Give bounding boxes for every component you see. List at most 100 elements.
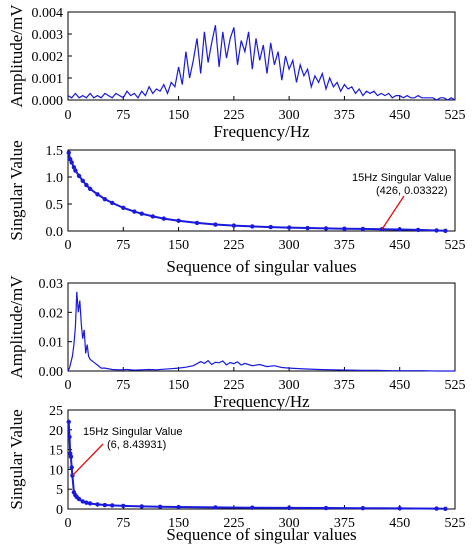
singular-value-panel-2: 0 75 150 225 300 375 450 525 0 5 10 15 20 25 Sequence … xyxy=(7,404,466,544)
data-point xyxy=(139,211,144,216)
data-point xyxy=(397,227,402,232)
data-point xyxy=(139,504,144,509)
x-tick-label: 450 xyxy=(389,516,410,531)
data-point xyxy=(80,178,85,183)
data-point xyxy=(69,160,74,165)
data-point xyxy=(231,223,237,228)
y-axis-title: Singular Value xyxy=(7,409,26,509)
data-point xyxy=(415,227,421,233)
x-tick-label: 225 xyxy=(223,238,244,253)
annotation-point: (426, 0.03322) xyxy=(376,185,448,197)
x-tick-label: 450 xyxy=(389,108,410,123)
x-tick-label: 450 xyxy=(389,238,410,253)
x-tick-label: 225 xyxy=(223,378,244,393)
x-tick-label: 300 xyxy=(279,238,300,253)
data-point xyxy=(434,228,439,233)
x-tick-label: 0 xyxy=(65,108,72,123)
x-tick-label: 525 xyxy=(445,238,466,253)
data-point xyxy=(443,506,448,512)
y-tick-label: 5 xyxy=(56,483,63,498)
data-point xyxy=(102,502,108,508)
x-tick-label: 0 xyxy=(65,238,72,253)
x-axis-title: Sequence of singular values xyxy=(166,257,356,276)
x-tick-label: 75 xyxy=(116,378,130,393)
data-point xyxy=(95,192,100,197)
data-point xyxy=(443,228,448,234)
annotation-leader-line xyxy=(381,195,405,230)
y-tick-label: 0.01 xyxy=(39,336,64,351)
data-point xyxy=(323,505,329,511)
data-point xyxy=(84,182,89,188)
data-point xyxy=(360,506,366,511)
annotation-point: (6, 8.43931) xyxy=(107,439,166,451)
data-point xyxy=(434,506,439,511)
data-point xyxy=(397,506,402,511)
data-point xyxy=(323,226,329,231)
y-axis-title: Singular Value xyxy=(7,140,26,240)
y-tick-label: 20 xyxy=(49,424,63,439)
annotation-title: 15Hz Singular Value xyxy=(83,426,182,438)
x-tick-label: 150 xyxy=(168,378,189,393)
data-point xyxy=(87,501,93,506)
y-tick-label: 0.004 xyxy=(32,6,64,21)
data-point xyxy=(286,505,292,511)
data-point xyxy=(360,226,366,232)
singular-value-panel-1: 0 75 150 225 300 375 450 525 0.0 0.5 1.0 1.5 Sequenc… xyxy=(7,140,466,276)
x-tick-label: 0 xyxy=(65,516,72,531)
data-point xyxy=(110,503,115,508)
data-point xyxy=(194,220,200,226)
x-tick-label: 300 xyxy=(279,516,300,531)
x-tick-label: 300 xyxy=(279,378,300,393)
y-axis-title: Amplitude/mV xyxy=(7,275,26,379)
y-tick-label: 0.002 xyxy=(32,50,64,65)
data-point xyxy=(150,214,155,219)
data-point xyxy=(68,454,74,459)
annotation-leader-line xyxy=(71,443,104,477)
data-point xyxy=(157,504,163,509)
y-tick-label: 0.003 xyxy=(32,28,64,43)
data-point xyxy=(213,222,218,227)
data-point xyxy=(121,503,126,509)
plot-frame xyxy=(67,149,456,232)
data-point xyxy=(73,168,78,173)
x-tick-label: 375 xyxy=(334,238,355,253)
data-point xyxy=(342,226,347,231)
data-point xyxy=(80,499,85,504)
x-tick-label: 150 xyxy=(168,516,189,531)
x-axis-title: Frequency/Hz xyxy=(213,122,310,141)
data-point xyxy=(110,200,115,206)
x-tick-label: 225 xyxy=(223,108,244,123)
x-tick-label: 0 xyxy=(65,378,72,393)
x-axis-title: Sequence of singular values xyxy=(166,525,356,544)
series-trend-line xyxy=(67,421,446,510)
data-point xyxy=(87,186,93,192)
x-tick-label: 375 xyxy=(334,378,355,393)
data-point xyxy=(102,196,108,202)
x-tick-label: 75 xyxy=(116,516,130,531)
data-point xyxy=(76,173,82,179)
x-tick-label: 525 xyxy=(445,516,466,531)
data-point xyxy=(121,205,126,210)
y-tick-label: 15 xyxy=(49,444,63,459)
data-point xyxy=(67,434,72,440)
x-axis-title: Frequency/Hz xyxy=(213,392,310,411)
x-tick-label: 525 xyxy=(445,108,466,123)
y-tick-label: 1.0 xyxy=(46,171,64,186)
data-point xyxy=(161,216,167,221)
y-tick-label: 0.000 xyxy=(32,94,64,109)
x-tick-label: 300 xyxy=(279,108,300,123)
data-point xyxy=(213,505,218,510)
plot-frame xyxy=(67,282,456,372)
x-tick-label: 150 xyxy=(168,108,189,123)
data-point xyxy=(66,150,71,155)
series-line xyxy=(67,25,456,101)
y-tick-label: 10 xyxy=(49,463,63,478)
data-point xyxy=(95,502,100,507)
data-point xyxy=(176,218,181,223)
y-tick-label: 0.02 xyxy=(39,306,64,321)
amplitude-spectrum-panel-2: 0 75 150 225 300 375 450 525 0.00 0.01 0.02 0.03 Fre… xyxy=(7,275,466,411)
data-point xyxy=(268,224,273,230)
y-tick-label: 25 xyxy=(49,404,63,419)
y-axis-title: Amplitude/mV xyxy=(7,4,26,108)
data-point xyxy=(176,504,181,510)
